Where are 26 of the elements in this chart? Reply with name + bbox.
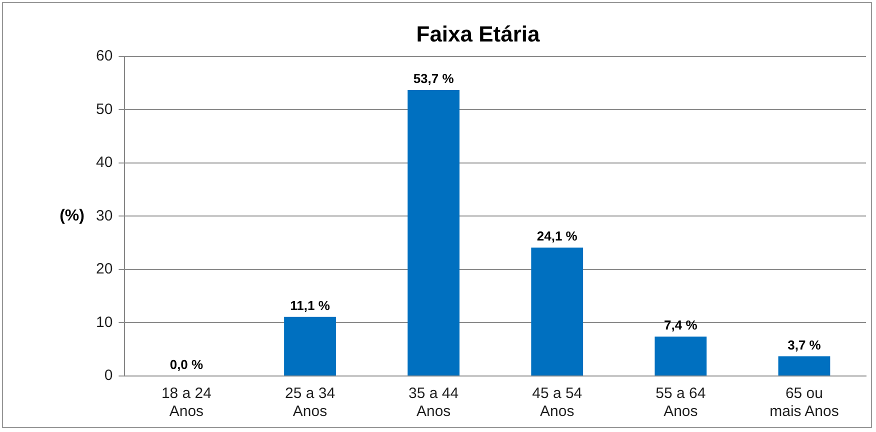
data-label: 7,4 % [664, 318, 698, 333]
bar [778, 356, 830, 376]
chart-title: Faixa Etária [416, 21, 541, 46]
data-label: 53,7 % [413, 71, 454, 86]
y-tick-label: 10 [96, 314, 113, 331]
bar [284, 316, 336, 376]
bar [531, 248, 584, 376]
data-label: 3,7 % [788, 337, 822, 352]
y-axis-title: (%) [60, 208, 84, 225]
y-tick-label: 0 [104, 367, 113, 384]
data-label: 0,0 % [170, 357, 204, 372]
y-tick-label: 40 [96, 154, 113, 172]
y-tick-label: 20 [96, 260, 113, 278]
y-tick-label: 30 [96, 207, 113, 224]
x-tick-label: 35 a 44 Anos [408, 385, 459, 420]
x-tick-label: 55 a 64 Anos [656, 385, 706, 420]
y-tick-label: 60 [96, 48, 113, 65]
x-tick-label: 18 a 24 Anos [161, 385, 212, 420]
bar [654, 336, 707, 376]
x-tick-label: 25 a 34 Anos [284, 385, 336, 420]
data-label: 24,1 % [536, 228, 578, 244]
x-tick-label: 65 ou mais Anos [770, 385, 839, 420]
x-tick-label: 45 a 54 Anos [532, 385, 582, 420]
y-tick-label: 50 [96, 100, 113, 118]
bar [408, 90, 460, 376]
data-label: 11,1 % [290, 298, 330, 313]
